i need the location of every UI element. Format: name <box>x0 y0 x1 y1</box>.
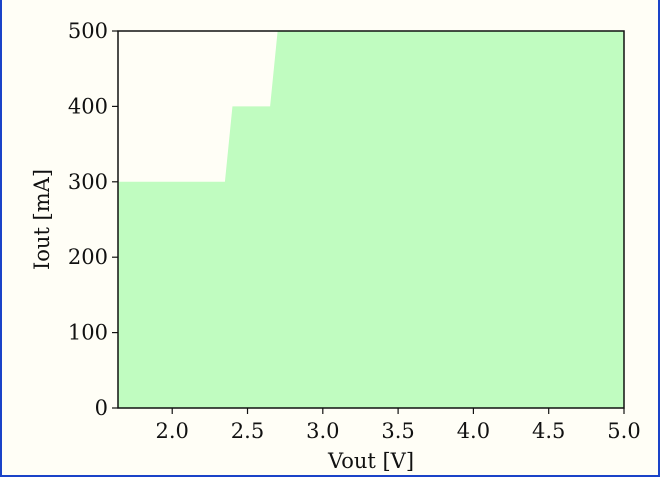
y-tick-label: 200 <box>68 245 108 269</box>
x-tick-label: 3.5 <box>381 419 414 443</box>
plot-area <box>117 30 625 409</box>
y-axis: 0 100 200 300 400 500 <box>68 19 118 420</box>
area-series-0 <box>118 31 624 408</box>
x-axis-label: Vout [V] <box>327 449 414 473</box>
top-edge <box>2 0 658 4</box>
y-tick-label: 0 <box>95 396 108 420</box>
x-tick-label: 5.0 <box>607 419 640 443</box>
x-axis: 2.0 2.5 3.0 3.5 4.0 4.5 5.0 <box>156 408 641 443</box>
y-tick-label: 400 <box>68 94 108 118</box>
y-tick-label: 100 <box>68 321 108 345</box>
y-axis-label: Iout [mA] <box>30 169 54 270</box>
x-tick-label: 4.0 <box>457 419 490 443</box>
y-tick-label: 300 <box>68 170 108 194</box>
axes-frame <box>117 30 625 409</box>
x-tick-label: 2.0 <box>156 419 189 443</box>
x-tick-label: 4.5 <box>532 419 565 443</box>
x-tick-label: 3.0 <box>306 419 339 443</box>
y-tick-label: 500 <box>68 19 108 43</box>
x-tick-label: 2.5 <box>231 419 264 443</box>
